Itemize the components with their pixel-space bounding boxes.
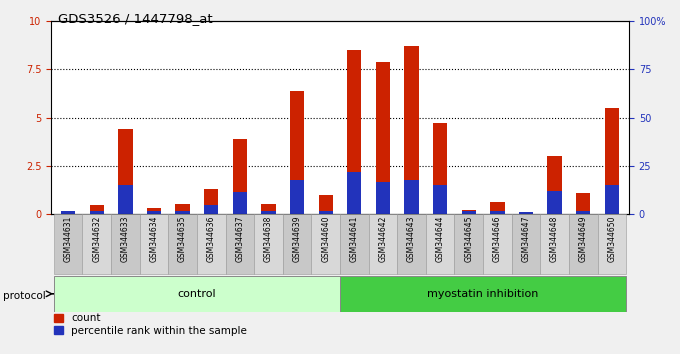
Text: GSM344637: GSM344637 [235, 216, 244, 262]
Text: GSM344647: GSM344647 [522, 216, 530, 262]
Text: GSM344633: GSM344633 [121, 216, 130, 262]
Bar [605, 185, 619, 214]
Bar [290, 91, 304, 214]
Bar [454, 214, 483, 274]
Bar [397, 214, 426, 274]
Bar [139, 214, 169, 274]
Text: GSM344631: GSM344631 [64, 216, 73, 262]
Bar [576, 193, 590, 214]
Bar [175, 204, 190, 214]
Text: GSM344644: GSM344644 [436, 216, 445, 262]
Bar [340, 214, 369, 274]
Bar [541, 214, 569, 274]
Bar [576, 211, 590, 214]
Bar [226, 214, 254, 274]
Bar [290, 181, 304, 214]
Bar [569, 214, 598, 274]
Bar [369, 214, 397, 274]
Bar [405, 181, 419, 214]
Text: GSM344642: GSM344642 [379, 216, 388, 262]
Text: GSM344649: GSM344649 [579, 216, 588, 262]
Bar [598, 214, 626, 274]
Bar [118, 185, 133, 214]
Text: GSM344635: GSM344635 [178, 216, 187, 262]
Bar [283, 214, 311, 274]
Text: GSM344641: GSM344641 [350, 216, 359, 262]
Bar [547, 191, 562, 214]
Bar [54, 276, 340, 312]
Bar [318, 211, 333, 214]
Bar [111, 214, 139, 274]
Bar [147, 209, 161, 214]
Bar [233, 192, 247, 214]
Text: control: control [177, 289, 216, 299]
Bar [490, 202, 505, 214]
Bar [175, 211, 190, 214]
Bar [347, 172, 362, 214]
Bar [433, 185, 447, 214]
Bar [204, 189, 218, 214]
Bar [61, 213, 75, 214]
Bar [169, 214, 197, 274]
Bar [90, 211, 104, 214]
Text: GSM344636: GSM344636 [207, 216, 216, 262]
Text: protocol: protocol [3, 291, 46, 301]
Bar [254, 214, 283, 274]
Bar [462, 211, 476, 214]
Bar [54, 214, 82, 274]
Text: GSM344646: GSM344646 [493, 216, 502, 262]
Bar [519, 212, 533, 214]
Text: GSM344648: GSM344648 [550, 216, 559, 262]
Bar [204, 205, 218, 214]
Bar [318, 195, 333, 214]
Text: GSM344632: GSM344632 [92, 216, 101, 262]
Text: GSM344639: GSM344639 [292, 216, 301, 262]
Legend: count, percentile rank within the sample: count, percentile rank within the sample [54, 313, 247, 336]
Bar [433, 124, 447, 214]
Bar [376, 182, 390, 214]
Bar [261, 211, 275, 214]
Text: GDS3526 / 1447798_at: GDS3526 / 1447798_at [58, 12, 212, 25]
Bar [519, 212, 533, 214]
Bar [405, 46, 419, 214]
Text: GSM344634: GSM344634 [150, 216, 158, 262]
Text: myostatin inhibition: myostatin inhibition [428, 289, 539, 299]
Bar [82, 214, 111, 274]
Bar [90, 205, 104, 214]
Text: GSM344638: GSM344638 [264, 216, 273, 262]
Bar [197, 214, 226, 274]
Bar [426, 214, 454, 274]
Bar [311, 214, 340, 274]
Bar [462, 210, 476, 214]
Bar [547, 156, 562, 214]
Bar [261, 204, 275, 214]
Bar [511, 214, 541, 274]
Bar [376, 62, 390, 214]
Bar [605, 108, 619, 214]
Bar [147, 211, 161, 214]
Bar [490, 211, 505, 214]
Text: GSM344640: GSM344640 [321, 216, 330, 262]
Bar [340, 276, 626, 312]
Bar [61, 211, 75, 214]
Bar [483, 214, 511, 274]
Text: GSM344643: GSM344643 [407, 216, 416, 262]
Text: GSM344645: GSM344645 [464, 216, 473, 262]
Bar [233, 139, 247, 214]
Bar [347, 50, 362, 214]
Bar [118, 129, 133, 214]
Text: GSM344650: GSM344650 [607, 216, 616, 262]
